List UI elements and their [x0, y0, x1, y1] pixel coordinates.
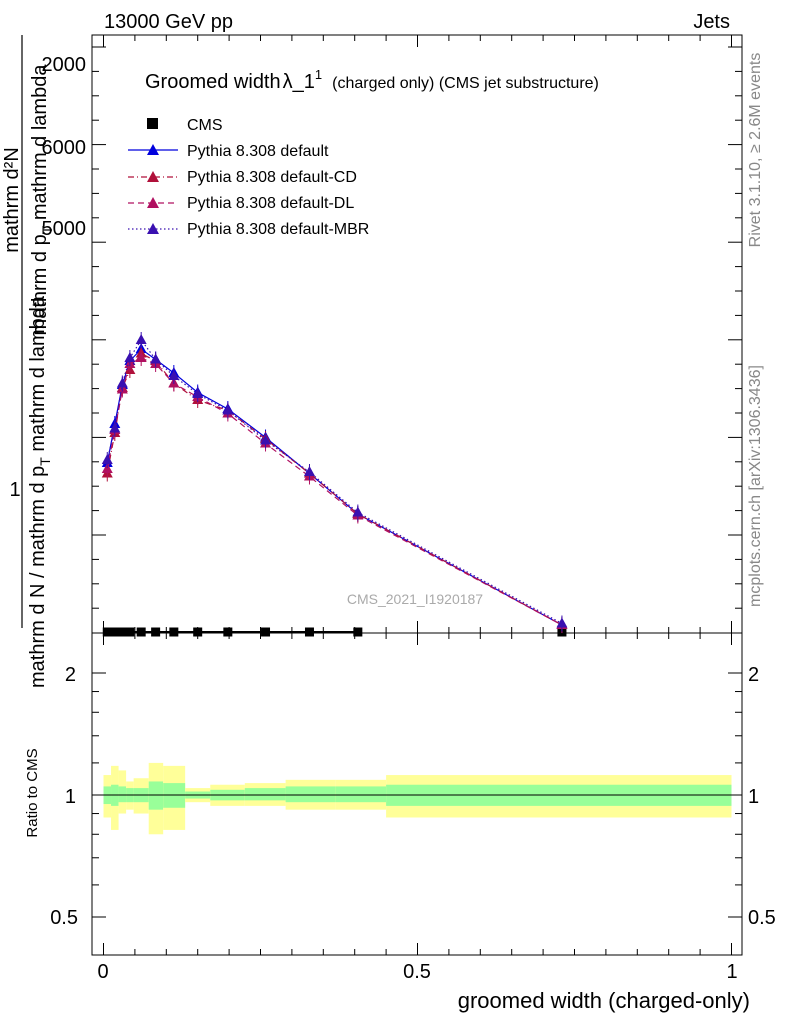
jets-label: Jets — [693, 11, 730, 33]
legend: CMS Pythia 8.308 default Pythia 8.308 de… — [128, 117, 369, 238]
y-label-numerator: mathrm d²N — [1, 147, 23, 253]
series-4-point-12 — [556, 617, 568, 628]
ratio-y-axis-label: Ratio to CMS — [24, 748, 41, 837]
y-tick-label-5000: 5000 — [42, 218, 87, 240]
mcplots-label: mcplots.cern.ch [arXiv:1306.3436] — [747, 365, 764, 607]
legend-label-default-cd: Pythia 8.308 default-CD — [187, 169, 357, 186]
legend-entry-cms: CMS — [147, 117, 223, 134]
title-part1: Groomed width — [145, 71, 281, 93]
y-label-lower: mathrm d N / mathrm d pT mathrm d lambda — [27, 295, 53, 688]
y-label-denominator-main: mathrm d p — [29, 234, 51, 335]
title-lambda: λ_1 — [283, 71, 315, 93]
title-part3: (charged only) (CMS jet substructure) — [332, 75, 599, 92]
series-4-point-0 — [101, 454, 113, 464]
series-3-point-4 — [135, 352, 147, 362]
series-4-point-9 — [260, 434, 272, 445]
ratio-inner-band-9 — [244, 788, 286, 801]
ratio-bands — [103, 762, 732, 835]
y-label-lower-main: mathrm d N / mathrm d p — [27, 466, 49, 688]
ratio-tick-label-right-1: 1 — [748, 786, 759, 808]
series-4-point-5 — [150, 353, 162, 364]
series-4-point-1 — [109, 422, 121, 433]
rivet-label: Rivet 3.1.10, ≥ 2.6M events — [747, 53, 764, 248]
legend-label-default: Pythia 8.308 default — [187, 143, 329, 160]
y-tick-label-2000: 2000 — [42, 54, 87, 76]
series-4-point-7 — [192, 388, 204, 398]
title-sup: 1 — [315, 67, 322, 82]
legend-marker-default-dl — [147, 197, 159, 208]
ratio-tick-label-right-0.5: 0.5 — [748, 907, 776, 929]
analysis-watermark: CMS_2021_I1920187 — [347, 591, 483, 607]
ratio-tick-label-2: 2 — [65, 664, 76, 686]
y-label-denominator-sub: T — [39, 225, 55, 234]
ratio-inner-band-10 — [285, 786, 336, 803]
legend-marker-default-cd — [147, 171, 159, 182]
series-4-point-10 — [303, 466, 315, 476]
ratio-inner-band-11 — [335, 786, 387, 803]
legend-entry-default: Pythia 8.308 default — [128, 143, 329, 160]
y-label-lower-rest: mathrm d lambda — [27, 295, 49, 457]
legend-label-default-dl: Pythia 8.308 default-DL — [187, 195, 354, 212]
legend-marker-default — [147, 144, 159, 155]
y-tick-label-6000: 6000 — [42, 137, 87, 159]
x-tick-label-0: 0 — [97, 961, 108, 983]
legend-entry-default-dl: Pythia 8.308 default-DL — [128, 195, 354, 212]
y-tick-label-1: 1 — [9, 479, 20, 501]
y-label-lower-sub: T — [37, 457, 53, 466]
y-label-denominator: mathrm d pT mathrm d lambda — [29, 64, 55, 336]
legend-entry-default-cd: Pythia 8.308 default-CD — [128, 169, 357, 186]
ratio-inner-band-5 — [148, 781, 164, 810]
ratio-inner-band-2 — [118, 786, 127, 803]
x-axis-label: groomed width (charged-only) — [458, 988, 750, 1013]
series-4-point-3 — [124, 352, 136, 362]
y-axis-label: mathrm d²N mathrm d pT mathrm d lambda m… — [1, 35, 55, 688]
series-4-point-2 — [116, 377, 128, 388]
x-tick-label-1: 1 — [726, 961, 737, 983]
plot-title: Groomed width λ_11 (charged only) (CMS jet… — [145, 67, 599, 93]
ratio-tick-label-right-2: 2 — [748, 664, 759, 686]
data-series — [101, 332, 568, 637]
energy-label: 13000 GeV pp — [104, 11, 233, 33]
legend-entry-default-mbr: Pythia 8.308 default-MBR — [128, 221, 369, 238]
series-4-point-4 — [135, 334, 147, 344]
ratio-tick-label-0.5: 0.5 — [50, 907, 78, 929]
series-4-point-11 — [352, 506, 364, 517]
x-tick-label-0.5: 0.5 — [403, 961, 431, 983]
series-4-point-6 — [168, 370, 180, 380]
legend-label-default-mbr: Pythia 8.308 default-MBR — [187, 221, 369, 238]
ratio-axis-ticks — [92, 672, 742, 918]
x-axis-ticks — [103, 35, 732, 955]
main-axis-ticks — [92, 46, 742, 609]
ratio-tick-label-1: 1 — [65, 786, 76, 808]
legend-marker-cms — [147, 118, 158, 129]
series-4-point-8 — [222, 404, 234, 415]
legend-label-cms: CMS — [187, 117, 223, 134]
y-label-denominator-rest: mathrm d lambda — [29, 64, 51, 226]
series-2-line — [106, 352, 563, 626]
series-1-line — [106, 348, 563, 626]
series-3-line — [106, 357, 563, 626]
legend-marker-default-mbr — [147, 223, 159, 234]
